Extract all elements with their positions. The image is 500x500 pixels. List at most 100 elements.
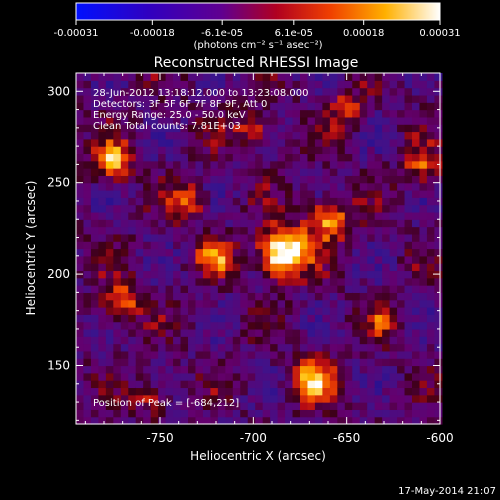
heatmap-cell bbox=[344, 168, 353, 176]
heatmap-cell bbox=[217, 197, 226, 206]
heatmap-cell bbox=[105, 285, 114, 293]
heatmap-cell bbox=[232, 204, 241, 213]
heatmap-cell bbox=[150, 124, 159, 133]
heatmap-cell bbox=[158, 380, 167, 389]
heatmap-cell bbox=[195, 109, 204, 118]
heatmap-cell bbox=[262, 380, 271, 389]
heatmap-cell bbox=[76, 277, 85, 286]
heatmap-cell bbox=[329, 153, 338, 162]
heatmap-cell bbox=[76, 124, 85, 133]
heatmap-cell bbox=[180, 270, 189, 279]
heatmap-cell bbox=[337, 109, 346, 118]
heatmap-cell bbox=[262, 277, 271, 286]
heatmap-cell bbox=[135, 358, 144, 367]
heatmap-cell bbox=[225, 131, 234, 140]
heatmap-cell bbox=[90, 350, 99, 359]
heatmap-cell bbox=[247, 219, 256, 228]
heatmap-cell bbox=[337, 277, 346, 286]
heatmap-cell bbox=[426, 175, 435, 184]
heatmap-cell bbox=[240, 226, 249, 235]
heatmap-cell bbox=[404, 233, 413, 242]
heatmap-cell bbox=[352, 380, 361, 389]
heatmap-cell bbox=[322, 160, 331, 169]
heatmap-cell bbox=[90, 219, 99, 228]
heatmap-cell bbox=[240, 314, 249, 323]
heatmap-cell bbox=[128, 109, 137, 118]
heatmap-cell bbox=[292, 387, 301, 396]
heatmap-cell bbox=[434, 116, 443, 125]
heatmap-cell bbox=[434, 321, 443, 330]
heatmap-cell bbox=[329, 168, 338, 176]
heatmap-cell bbox=[120, 94, 129, 103]
heatmap-cell bbox=[135, 277, 144, 286]
heatmap-cell bbox=[76, 409, 85, 418]
heatmap-cell bbox=[76, 138, 85, 147]
heatmap-cell bbox=[255, 73, 264, 81]
heatmap-cell bbox=[158, 182, 167, 191]
heatmap-cell bbox=[98, 124, 107, 133]
heatmap-cell bbox=[322, 248, 331, 257]
heatmap-cell bbox=[90, 380, 99, 389]
heatmap-cell bbox=[300, 314, 309, 323]
heatmap-cell bbox=[307, 292, 316, 301]
heatmap-cell bbox=[426, 350, 435, 359]
heatmap-cell bbox=[143, 416, 152, 425]
heatmap-cell bbox=[412, 233, 421, 242]
heatmap-cell bbox=[135, 328, 144, 337]
heatmap-cell bbox=[165, 394, 174, 403]
heatmap-cell bbox=[143, 241, 152, 250]
heatmap-cell bbox=[292, 233, 301, 242]
heatmap-cell bbox=[217, 292, 226, 301]
heatmap-cell bbox=[210, 233, 219, 242]
heatmap-cell bbox=[105, 182, 114, 191]
heatmap-cell bbox=[195, 343, 204, 352]
heatmap-cell bbox=[344, 248, 353, 257]
heatmap-cell bbox=[300, 175, 309, 184]
heatmap-cell bbox=[412, 292, 421, 301]
heatmap-cell bbox=[307, 102, 316, 111]
heatmap-cell bbox=[150, 211, 159, 220]
heatmap-cell bbox=[367, 153, 376, 162]
heatmap-cell bbox=[76, 358, 85, 367]
heatmap-cell bbox=[173, 175, 182, 184]
heatmap-cell bbox=[285, 182, 294, 191]
heatmap-cell bbox=[225, 350, 234, 359]
heatmap-cell bbox=[374, 299, 383, 308]
heatmap-cell bbox=[292, 80, 301, 89]
heatmap-cell bbox=[158, 409, 167, 418]
heatmap-cell bbox=[113, 343, 122, 352]
heatmap-cell bbox=[180, 402, 189, 410]
heatmap-cell bbox=[240, 80, 249, 89]
heatmap-cell bbox=[322, 336, 331, 345]
heatmap-cell bbox=[217, 263, 226, 272]
heatmap-cell bbox=[188, 80, 197, 89]
heatmap-cell bbox=[412, 372, 421, 381]
heatmap-cell bbox=[285, 226, 294, 235]
heatmap-cell bbox=[292, 328, 301, 337]
heatmap-cell bbox=[382, 160, 391, 169]
heatmap-cell bbox=[180, 233, 189, 242]
heatmap-cell bbox=[165, 124, 174, 133]
heatmap-cell bbox=[128, 116, 137, 125]
heatmap-cell bbox=[382, 182, 391, 191]
heatmap-cell bbox=[255, 292, 264, 301]
peak-label: Position of Peak = [-684,212] bbox=[93, 398, 239, 409]
heatmap-cell bbox=[195, 219, 204, 228]
heatmap-cell bbox=[247, 197, 256, 206]
heatmap-cell bbox=[76, 292, 85, 301]
heatmap-cell bbox=[374, 343, 383, 352]
heatmap-cell bbox=[188, 336, 197, 345]
heatmap-cell bbox=[135, 219, 144, 228]
heatmap-cell bbox=[128, 285, 137, 293]
heatmap-cell bbox=[143, 160, 152, 169]
heatmap-cell bbox=[344, 343, 353, 352]
heatmap-cell bbox=[83, 80, 92, 89]
heatmap-cell bbox=[90, 277, 99, 286]
heatmap-cell bbox=[292, 380, 301, 389]
heatmap-cell bbox=[337, 211, 346, 220]
heatmap-cell bbox=[180, 328, 189, 337]
heatmap-cell bbox=[98, 116, 107, 125]
heatmap-cell bbox=[419, 321, 428, 330]
heatmap-cell bbox=[247, 372, 256, 381]
heatmap-cell bbox=[135, 109, 144, 118]
